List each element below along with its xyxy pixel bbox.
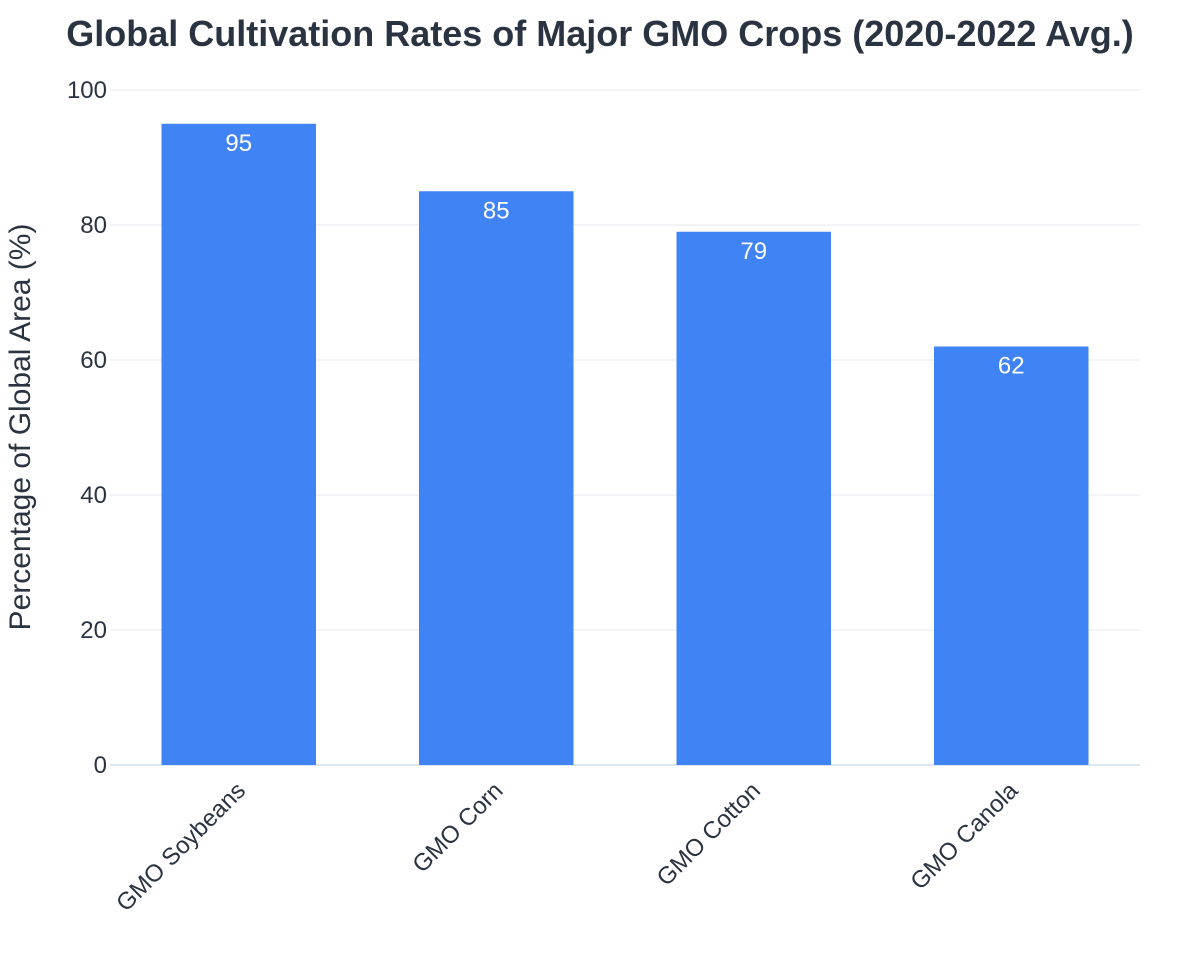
x-tick-label: GMO Cotton: [652, 777, 766, 891]
x-tick-label: GMO Corn: [407, 777, 508, 878]
bar-value-label: 85: [483, 197, 510, 224]
y-tick-label: 100: [67, 77, 107, 104]
x-tick-label: GMO Canola: [905, 777, 1024, 896]
y-axis-ticks: 0 20 40 60 80 100: [67, 77, 107, 779]
y-tick-label: 60: [80, 347, 107, 374]
x-axis-ticks: GMO Soybeans GMO Corn GMO Cotton GMO Canola: [111, 777, 1024, 917]
bar[interactable]: [934, 346, 1089, 766]
chart-title: Global Cultivation Rates of Major GMO Cr…: [66, 13, 1134, 54]
bar-value-label: 79: [740, 238, 767, 265]
y-tick-label: 40: [80, 482, 107, 509]
x-tick-label: GMO Soybeans: [111, 777, 251, 917]
bar[interactable]: [419, 191, 574, 765]
bar-value-label: 62: [998, 353, 1025, 380]
bar[interactable]: [161, 123, 317, 765]
y-tick-label: 80: [80, 212, 107, 239]
bar[interactable]: [676, 231, 832, 765]
y-axis-title: Percentage of Global Area (%): [4, 224, 37, 631]
y-tick-label: 0: [94, 752, 107, 779]
bar-value-label: 95: [225, 130, 252, 157]
bars: 95 85 79 62: [161, 123, 1089, 766]
y-tick-label: 20: [80, 617, 107, 644]
